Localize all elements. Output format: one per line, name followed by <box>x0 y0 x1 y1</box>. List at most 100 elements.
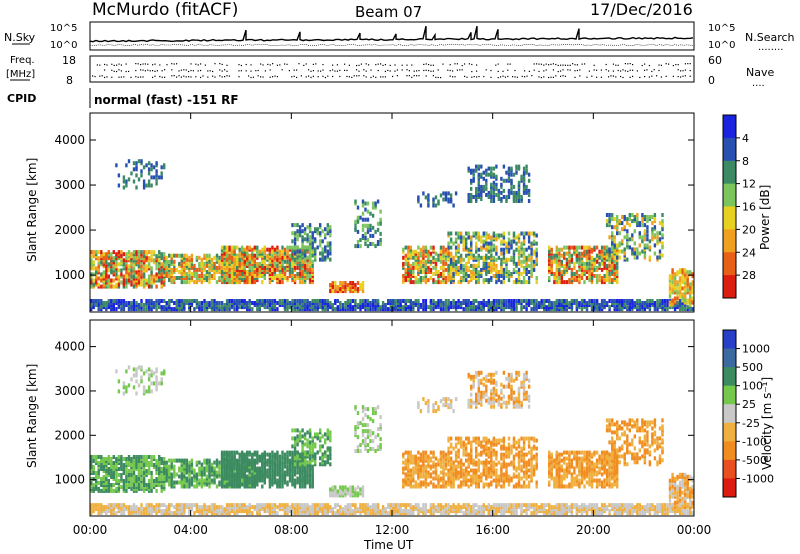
power-cell <box>532 267 536 272</box>
power-cell <box>621 249 624 254</box>
velocity-cell <box>97 481 100 485</box>
power-cell <box>681 268 684 273</box>
power-cell <box>522 166 526 171</box>
power-cell <box>605 245 609 250</box>
power-cell <box>329 233 332 238</box>
velocity-cell <box>238 503 241 508</box>
power-cell <box>502 251 506 256</box>
velocity-cell <box>515 509 518 514</box>
power-cell <box>246 245 249 250</box>
power-cell <box>475 231 478 236</box>
power-cell <box>147 274 151 279</box>
power-cell <box>291 249 294 254</box>
colorbar-tick: 4 <box>742 132 749 145</box>
power-cell <box>208 259 211 264</box>
power-cell <box>188 263 191 268</box>
power-cell <box>107 299 110 303</box>
power-cell <box>628 223 631 228</box>
power-cell <box>585 305 589 310</box>
power-cell <box>563 251 566 256</box>
power-cell <box>550 267 553 272</box>
power-cell <box>241 305 244 310</box>
power-cell <box>560 305 563 310</box>
power-cell <box>487 166 490 171</box>
power-cell <box>470 255 473 260</box>
power-cell <box>137 258 141 263</box>
power-cell <box>495 303 498 307</box>
power-cell <box>218 270 221 274</box>
power-cell <box>261 280 264 285</box>
power-cell <box>515 299 518 303</box>
power-cell <box>218 305 221 310</box>
power-cell <box>560 276 563 280</box>
power-cell <box>452 305 455 310</box>
power-cell <box>555 267 558 272</box>
power-cell <box>616 261 619 266</box>
power-cell <box>590 261 594 266</box>
power-cell <box>487 270 490 274</box>
power-cell <box>658 255 662 260</box>
power-cell <box>482 239 485 244</box>
power-cell <box>510 239 513 244</box>
power-cell <box>673 300 677 305</box>
velocity-cell <box>195 503 199 508</box>
power-cell <box>517 267 521 272</box>
power-cell <box>117 252 121 257</box>
velocity-cell <box>97 461 100 465</box>
power-cell <box>480 267 483 272</box>
power-cell <box>319 223 322 228</box>
power-cell <box>477 278 480 283</box>
power-cell <box>457 231 460 236</box>
power-cell <box>595 305 599 310</box>
power-cell <box>122 175 126 180</box>
power-cell <box>565 261 569 266</box>
power-cell <box>301 261 304 266</box>
power-cell <box>165 265 168 270</box>
power-cell <box>656 255 659 260</box>
power-cell <box>220 245 224 250</box>
power-cell <box>160 299 163 303</box>
velocity-cell <box>361 503 365 508</box>
power-cell <box>633 249 636 254</box>
power-cell <box>429 251 433 256</box>
power-cell <box>361 203 365 208</box>
power-cell <box>349 303 352 307</box>
power-cell <box>573 261 576 266</box>
power-cell <box>283 265 287 270</box>
power-cell <box>271 272 274 276</box>
power-cell <box>454 261 458 266</box>
power-cell <box>477 193 480 197</box>
power-cell <box>485 239 488 244</box>
power-cell <box>293 247 297 252</box>
power-cell <box>608 213 611 217</box>
power-cell <box>527 235 531 240</box>
power-cell <box>588 255 591 260</box>
power-cell <box>502 267 506 272</box>
velocity-cell <box>140 507 143 512</box>
power-cell <box>668 294 672 299</box>
power-cell <box>527 276 531 280</box>
power-cell <box>283 255 287 260</box>
power-cell <box>147 171 151 176</box>
power-cell <box>585 245 589 250</box>
power-cell <box>595 274 599 278</box>
power-cell <box>628 217 631 222</box>
power-cell <box>583 245 586 250</box>
velocity-cell <box>155 511 158 516</box>
power-cell <box>492 172 496 177</box>
power-cell <box>517 164 521 169</box>
velocity-cell <box>215 505 219 510</box>
power-cell <box>225 299 229 303</box>
power-cell <box>641 213 644 217</box>
power-cell <box>661 219 664 224</box>
power-cell <box>495 164 498 169</box>
power-cell <box>404 267 407 272</box>
power-cell <box>452 255 455 260</box>
power-cell <box>409 245 412 250</box>
power-cell <box>616 270 619 274</box>
power-cell <box>482 184 485 189</box>
power-cell <box>505 261 508 266</box>
power-cell <box>364 217 367 222</box>
power-cell <box>653 305 657 310</box>
power-cell <box>623 247 626 252</box>
